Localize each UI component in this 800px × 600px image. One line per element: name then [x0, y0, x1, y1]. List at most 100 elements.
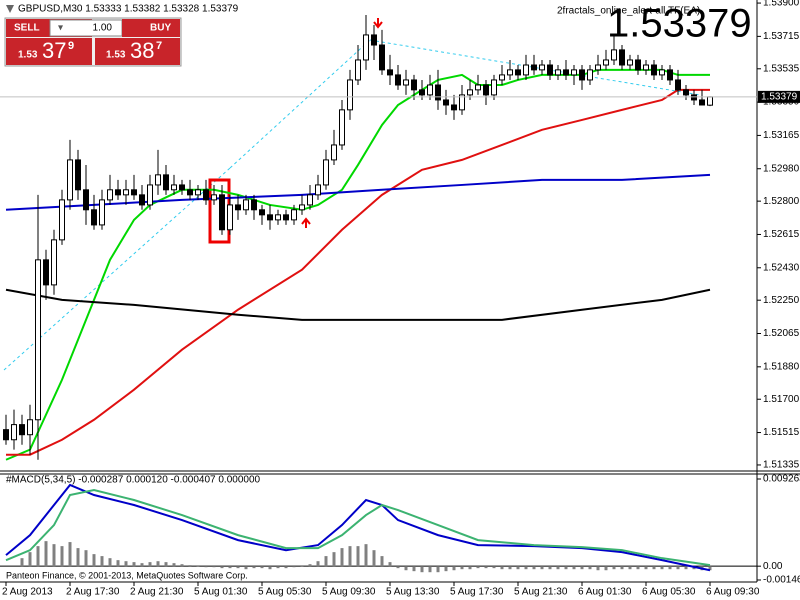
- candle-body: [67, 159, 73, 201]
- x-tick-label: 5 Aug 17:30: [450, 587, 504, 598]
- candle-body: [323, 159, 329, 186]
- y-tick-label: 1.51880: [763, 361, 800, 372]
- histogram-bar: [36, 546, 40, 567]
- candle-body: [315, 184, 321, 196]
- histogram-bar: [484, 566, 488, 569]
- histogram-bar: [20, 558, 24, 567]
- macd-line: [5, 489, 711, 567]
- histogram-bar: [708, 566, 712, 571]
- candle-body: [299, 204, 305, 211]
- candle-body: [635, 59, 641, 71]
- x-tick-label: 5 Aug 01:30: [194, 587, 248, 598]
- y-tick-label: 1.51335: [763, 460, 800, 471]
- moving-average: [5, 173, 711, 211]
- candle-body: [131, 189, 137, 196]
- candle-body: [619, 49, 625, 66]
- sell-label[interactable]: SELL: [14, 23, 40, 34]
- histogram-bar: [164, 562, 168, 567]
- candle-body: [227, 204, 233, 231]
- histogram-bar: [132, 562, 136, 567]
- candle-body: [27, 419, 33, 436]
- histogram-bar: [308, 564, 312, 567]
- y-tick-label: 1.52250: [763, 295, 800, 306]
- histogram-bar: [356, 546, 360, 567]
- candle-body: [91, 209, 97, 226]
- candle-body: [291, 209, 297, 221]
- price-label-bg: [758, 90, 800, 103]
- histogram-bar: [196, 566, 200, 567]
- moving-average: [6, 88, 710, 456]
- histogram-bar: [404, 566, 408, 571]
- candle-body: [203, 189, 209, 201]
- candle-body: [35, 259, 41, 421]
- candle-body: [435, 84, 441, 101]
- candle-body: [547, 64, 553, 76]
- candle-body: [411, 79, 417, 91]
- y-tick-label: 1.52430: [763, 262, 800, 273]
- histogram-bar: [412, 566, 416, 572]
- histogram-bar: [444, 566, 448, 572]
- candle-body: [347, 79, 353, 111]
- histogram-bar: [564, 566, 568, 570]
- histogram-bar: [460, 566, 464, 570]
- candle-body: [611, 49, 617, 61]
- candle-body: [379, 44, 385, 71]
- histogram-bar: [260, 566, 264, 569]
- histogram-bar: [68, 542, 72, 567]
- x-tick-label: 6 Aug 09:30: [706, 587, 760, 598]
- histogram-bar: [572, 566, 576, 570]
- candle-body: [659, 69, 665, 76]
- candle-body: [267, 214, 273, 221]
- histogram-bar: [332, 552, 336, 567]
- sell-price-small: 9: [68, 40, 74, 52]
- histogram-bar: [684, 566, 688, 570]
- footer: Panteon Finance, © 2001-2013, MetaQuotes…: [6, 570, 248, 580]
- candle-body: [675, 79, 681, 91]
- histogram-bar: [532, 566, 536, 570]
- candle-body: [571, 69, 577, 76]
- buy-price-box[interactable]: [95, 38, 180, 65]
- sell-price-big: 1.53: [18, 50, 38, 61]
- buy-label[interactable]: BUY: [150, 23, 171, 34]
- histogram-bar: [492, 566, 496, 569]
- candle-body: [451, 104, 457, 111]
- buy-button[interactable]: [122, 19, 180, 37]
- lot-value[interactable]: 1.00: [93, 23, 113, 34]
- candle-body: [459, 94, 465, 111]
- sell-price-main: 37: [42, 38, 66, 63]
- histogram-bar: [540, 566, 544, 570]
- histogram-bar: [476, 566, 480, 569]
- candle-body: [3, 429, 9, 441]
- candle-body: [251, 199, 257, 211]
- candle-body: [395, 74, 401, 86]
- candle-body: [443, 99, 449, 106]
- candle-body: [163, 174, 169, 191]
- histogram-bar: [668, 566, 672, 570]
- histogram-bar: [340, 548, 344, 567]
- candle-body: [11, 424, 17, 441]
- candle-body: [419, 89, 425, 96]
- signal-arrow: [373, 18, 383, 29]
- histogram-bar: [500, 566, 504, 570]
- histogram-bar: [156, 561, 160, 567]
- histogram-bar: [276, 566, 280, 569]
- sell-price-box[interactable]: [6, 38, 92, 65]
- candle-body: [51, 239, 57, 286]
- histogram-bar: [580, 566, 584, 570]
- candle-body: [123, 189, 129, 196]
- candle-body: [387, 69, 393, 76]
- candle-body: [275, 214, 281, 221]
- y-tick-label: 1.52065: [763, 328, 800, 339]
- candle-body: [219, 194, 225, 231]
- candle-body: [195, 189, 201, 196]
- candle-body: [691, 94, 697, 101]
- y-tick-label: 1.53535: [763, 63, 800, 74]
- histogram-bar: [396, 566, 400, 569]
- y-tick-label: 1.52800: [763, 196, 800, 207]
- histogram-bar: [420, 566, 424, 573]
- histogram-bar: [84, 550, 88, 567]
- histogram-bar: [372, 550, 376, 567]
- header-icon: [6, 5, 14, 13]
